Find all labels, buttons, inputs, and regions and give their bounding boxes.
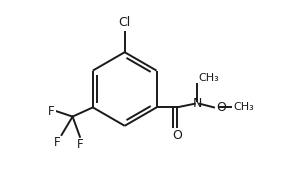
Text: CH₃: CH₃ (233, 102, 254, 112)
Text: O: O (216, 101, 226, 114)
Text: F: F (77, 138, 83, 151)
Text: Cl: Cl (119, 16, 131, 29)
Text: F: F (54, 136, 60, 149)
Text: F: F (48, 105, 54, 118)
Text: N: N (192, 97, 202, 110)
Text: CH₃: CH₃ (198, 73, 219, 83)
Text: O: O (172, 129, 182, 142)
